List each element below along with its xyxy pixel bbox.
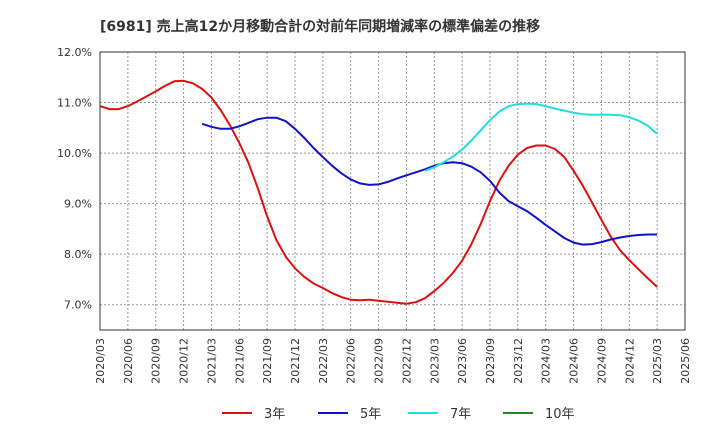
x-tick-label: 2022/06 (345, 338, 358, 384)
legend-label: 3年 (264, 407, 285, 422)
x-tick-label: 2021/12 (289, 338, 302, 384)
x-tick-label: 2024/09 (595, 338, 608, 384)
series-line-3年 (99, 79, 658, 305)
chart-title: [6981] 売上高12か月移動合計の対前年同期増減率の標準偏差の推移 (100, 18, 540, 35)
y-axis: 12.0% 11.0% 10.0% 9.0% 8.0% 7.0% (57, 46, 92, 312)
x-tick-label: 2023/12 (512, 338, 525, 384)
x-tick-label: 2023/09 (484, 338, 497, 384)
x-tick-label: 2021/09 (261, 338, 274, 384)
x-tick-label: 2023/06 (456, 338, 469, 384)
y-tick-label: 7.0% (64, 299, 92, 312)
y-tick-label: 10.0% (57, 147, 92, 160)
x-tick-label: 2020/03 (94, 338, 107, 384)
legend-label: 5年 (360, 407, 381, 422)
x-tick-label: 2024/03 (540, 338, 553, 384)
y-tick-label: 12.0% (57, 46, 92, 59)
y-tick-label: 11.0% (57, 97, 92, 110)
y-tick-label: 9.0% (64, 198, 92, 211)
x-axis: 2020/03 2020/06 2020/09 2020/12 2021/03 2021/… (94, 338, 692, 384)
plot-frame (99, 51, 686, 331)
series-line-7年 (424, 102, 658, 172)
x-tick-label: 2021/06 (233, 338, 246, 384)
x-tick-label: 2022/12 (400, 338, 413, 384)
x-tick-label: 2022/03 (317, 338, 330, 384)
x-tick-label: 2024/12 (623, 338, 636, 384)
x-tick-label: 2024/06 (568, 338, 581, 384)
legend-label: 10年 (545, 407, 575, 422)
x-tick-label: 2023/03 (428, 338, 441, 384)
legend-label: 7年 (450, 407, 471, 422)
series-lines (99, 79, 658, 305)
y-tick-label: 8.0% (64, 248, 92, 261)
x-tick-label: 2020/06 (122, 338, 135, 384)
x-tick-label: 2025/06 (679, 338, 692, 384)
x-tick-label: 2022/09 (373, 338, 386, 384)
x-tick-label: 2025/03 (651, 338, 664, 384)
grid-lines (99, 51, 686, 330)
series-line-5年 (201, 116, 658, 246)
legend: 3年 5年 7年 10年 (222, 407, 575, 422)
x-tick-label: 2021/03 (205, 338, 218, 384)
x-tick-label: 2020/12 (178, 338, 191, 384)
x-tick-label: 2020/09 (150, 338, 163, 384)
